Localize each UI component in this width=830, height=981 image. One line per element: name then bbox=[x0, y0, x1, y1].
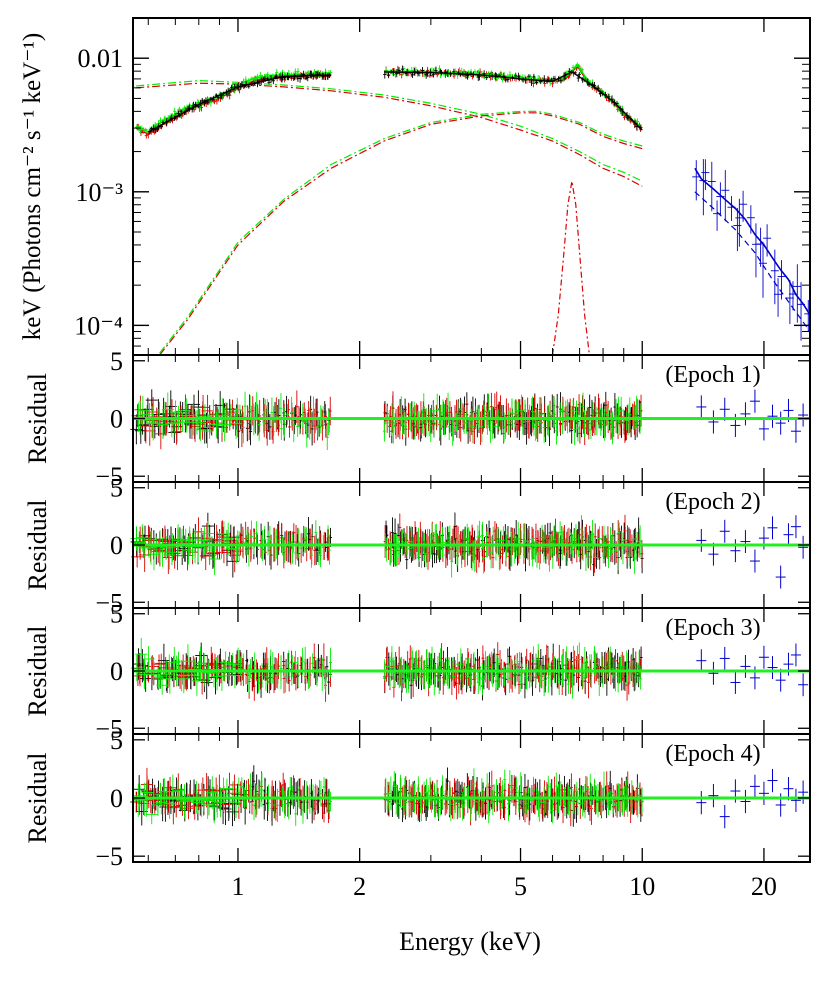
x-axis-label: Energy (keV) bbox=[399, 927, 541, 956]
model-curve-green-model-hard bbox=[160, 111, 643, 353]
epoch-label-3: (Epoch 3) bbox=[665, 615, 760, 641]
residual-ylabel-epoch-1: Residual bbox=[23, 373, 52, 464]
epoch-label-1: (Epoch 1) bbox=[665, 362, 760, 388]
residual-series-epoch-3 bbox=[131, 638, 810, 702]
ytick-label-epoch-2: 0 bbox=[110, 531, 123, 560]
ytick-label-epoch-1: 0 bbox=[110, 405, 123, 434]
residual-series-epoch-4 bbox=[130, 765, 810, 828]
residual-series-epoch-1 bbox=[130, 389, 810, 450]
model-curve-blue-model bbox=[695, 192, 810, 332]
residual-ylabel-epoch-3: Residual bbox=[23, 626, 52, 717]
model-curve-red-model-line bbox=[553, 181, 590, 355]
epoch-label-2: (Epoch 2) bbox=[665, 489, 760, 515]
ytick-label-epoch-3: 5 bbox=[110, 600, 123, 629]
spectrum-series bbox=[135, 62, 812, 355]
ytick-label-epoch-1: 5 bbox=[110, 347, 123, 376]
model-curve-red-model-hard bbox=[160, 113, 643, 355]
model-curve-green-model-soft bbox=[136, 81, 642, 182]
ytick-label-epoch-2: 5 bbox=[110, 474, 123, 503]
ytick-label-epoch-3: 0 bbox=[110, 657, 123, 686]
residual-series-epoch-2 bbox=[130, 513, 810, 589]
residual-ylabel-epoch-2: Residual bbox=[23, 500, 52, 591]
folded-model-black bbox=[384, 72, 642, 130]
